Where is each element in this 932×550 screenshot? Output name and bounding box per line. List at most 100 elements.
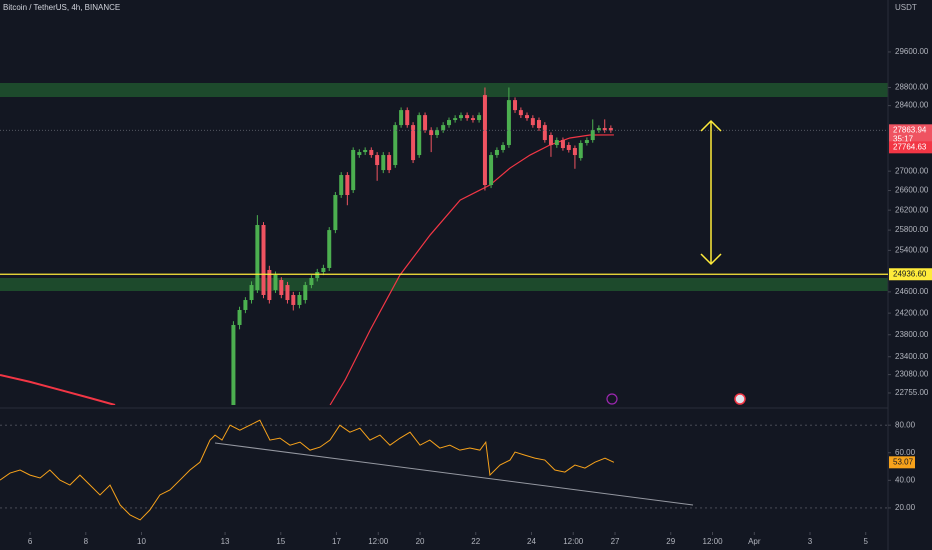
x-tick-label: 12:00 <box>703 537 724 546</box>
candle-body <box>297 294 302 305</box>
range-arrow <box>700 119 722 266</box>
zones <box>0 83 888 291</box>
candle-body <box>506 100 511 146</box>
candle-body <box>405 110 410 126</box>
y-tick-label: 23800.00 <box>895 330 929 339</box>
arrow-head <box>700 119 722 132</box>
ma-price-label: 27764.63 <box>893 142 927 151</box>
candle-body <box>548 135 553 146</box>
candle-body <box>477 115 482 121</box>
candle-body <box>423 115 428 130</box>
x-tick-label: 27 <box>611 537 620 546</box>
candle-body <box>584 140 589 143</box>
y-tick-label: 20.00 <box>895 503 916 512</box>
arrow-head <box>700 253 722 266</box>
candle-body <box>273 274 278 291</box>
x-tick-label: 22 <box>471 537 480 546</box>
candle-body <box>470 118 475 121</box>
price-pane <box>0 87 888 405</box>
candle-body <box>363 149 368 153</box>
event-icon[interactable] <box>734 393 746 405</box>
candle-body <box>435 129 440 136</box>
candle-body <box>327 230 332 268</box>
y-tick-label: 25400.00 <box>895 245 929 254</box>
y-tick-label: 29600.00 <box>895 47 929 56</box>
candle-body <box>237 309 242 325</box>
candle-body <box>596 128 601 130</box>
candle-body <box>411 125 416 161</box>
candle-body <box>465 115 470 119</box>
y-tick-label: 24600.00 <box>895 287 929 296</box>
event-icon[interactable] <box>606 393 618 405</box>
y-tick-label: 40.00 <box>895 475 916 484</box>
x-tick-label: 3 <box>808 537 813 546</box>
candle-body <box>231 324 236 405</box>
resistance-zone <box>0 83 888 97</box>
x-tick-label: 20 <box>416 537 425 546</box>
candle-body <box>602 128 607 130</box>
candle-body <box>536 120 541 129</box>
y-tick-label: 28400.00 <box>895 101 929 110</box>
countdown: 35:17 <box>893 134 914 143</box>
event-icons <box>606 393 746 405</box>
x-tick-label: 15 <box>276 537 285 546</box>
candle-body <box>560 140 565 149</box>
candle-body <box>530 118 535 126</box>
level-label: 24936.60 <box>893 269 927 278</box>
rsi-pane <box>0 419 888 521</box>
y-tick-label: 22755.00 <box>895 388 929 397</box>
x-tick-label: 8 <box>84 537 89 546</box>
candle-body <box>441 125 446 130</box>
candle-body <box>513 100 518 111</box>
candle-body <box>315 272 320 278</box>
candle-body <box>261 225 266 295</box>
candle-body <box>608 128 613 131</box>
candle-body <box>542 125 547 141</box>
y-tick-label: 23400.00 <box>895 352 929 361</box>
candle-body <box>345 175 350 196</box>
candle-body <box>249 285 254 301</box>
y-tick-label: 27000.00 <box>895 166 929 175</box>
candle-body <box>351 149 356 191</box>
candle-body <box>267 269 272 301</box>
candle-body <box>429 129 434 136</box>
candle-body <box>458 115 463 119</box>
chart-title: Bitcoin / TetherUS, 4h, BINANCE <box>3 3 120 12</box>
y-tick-label: 25800.00 <box>895 225 929 234</box>
x-tick-label: 12:00 <box>563 537 584 546</box>
x-tick-label: 5 <box>863 537 868 546</box>
x-tick-label: 10 <box>137 537 146 546</box>
candle-body <box>417 115 422 156</box>
last-price-label: 27863.94 <box>893 125 927 134</box>
candle-body <box>554 140 559 146</box>
candle-body <box>387 155 392 171</box>
candle-body <box>399 110 404 126</box>
x-tick-label: 24 <box>527 537 536 546</box>
x-tick-label: 12:00 <box>368 537 389 546</box>
candle-body <box>285 285 290 301</box>
axis-unit: USDT <box>895 3 917 12</box>
candle-body <box>303 285 308 301</box>
candle-body <box>333 195 338 231</box>
y-tick-label: 26600.00 <box>895 186 929 195</box>
y-tick-label: 24200.00 <box>895 308 929 317</box>
x-tick-label: 29 <box>666 537 675 546</box>
candle-body <box>525 115 530 119</box>
candle-body <box>309 277 314 286</box>
candle-body <box>494 149 499 156</box>
candle-body <box>291 294 296 305</box>
candle-body <box>381 155 386 171</box>
candle-body <box>393 125 398 166</box>
candle-body <box>590 129 595 141</box>
candle-body <box>339 175 344 196</box>
rsi-trendline <box>214 442 694 506</box>
axes: 29600.00 28800.00 28400.00 27000.00 26600.00… <box>28 47 932 546</box>
x-tick-label: 17 <box>332 537 341 546</box>
y-tick-label: 60.00 <box>895 448 916 457</box>
candle-body <box>321 267 326 273</box>
candle-body <box>369 149 374 156</box>
candle-body <box>375 155 380 166</box>
y-tick-label: 80.00 <box>895 420 916 429</box>
level-label-box <box>889 268 932 281</box>
